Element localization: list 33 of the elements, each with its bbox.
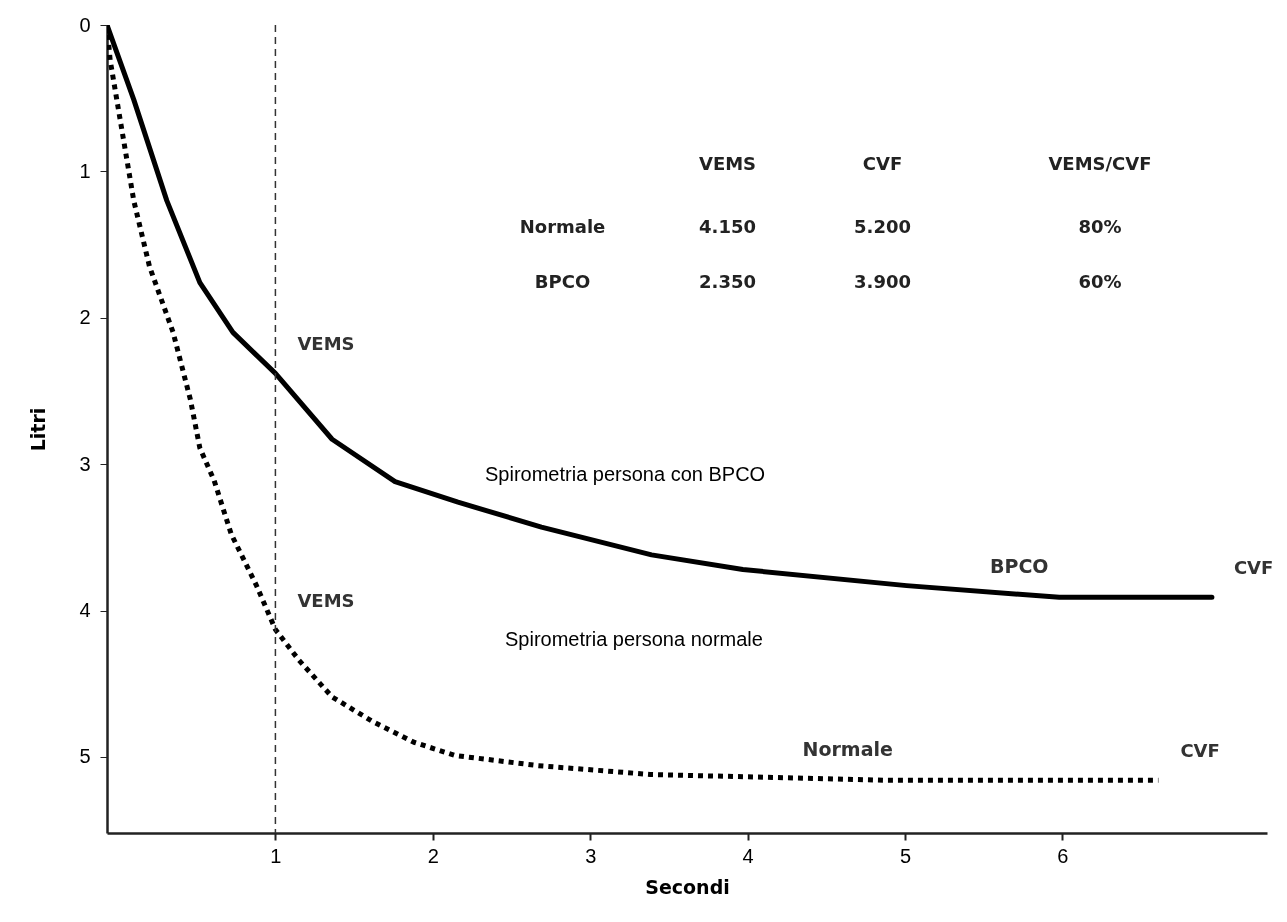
annotation: Spirometria persona con BPCO — [485, 463, 766, 485]
annotation: VEMS/CVF — [1048, 153, 1152, 174]
annotation: CVF — [862, 153, 903, 174]
y-tick-label: 3 — [79, 452, 91, 475]
x-axis-title: Secondi — [645, 875, 730, 898]
annotation: Spirometria persona normale — [505, 628, 763, 650]
annotation: 2.350 — [699, 270, 756, 292]
y-tick-label: 4 — [79, 599, 91, 622]
y-tick-label: 1 — [79, 159, 91, 182]
series-label: BPCO — [989, 555, 1049, 578]
annotation: 4.150 — [699, 215, 756, 237]
x-tick-label: 3 — [585, 844, 597, 867]
annotation: 3.900 — [854, 270, 911, 292]
series-label: Normale — [802, 738, 893, 761]
annotation: 60% — [1078, 270, 1122, 292]
x-tick-label: 2 — [427, 844, 439, 867]
annotation: BPCO — [534, 270, 591, 292]
x-tick-label: 1 — [270, 844, 282, 867]
y-tick-label: 2 — [79, 306, 91, 329]
y-tick-label: 0 — [79, 13, 91, 36]
x-tick-label: 6 — [1057, 844, 1069, 867]
annotation: VEMS — [698, 153, 757, 174]
x-tick-label: 4 — [742, 844, 754, 867]
y-axis-title: Litri — [27, 407, 50, 452]
y-tick-label: 5 — [79, 745, 91, 768]
annotation: CVF — [1233, 557, 1274, 579]
annotation: 80% — [1078, 215, 1122, 237]
annotation: CVF — [1180, 740, 1220, 762]
annotation: VEMS — [297, 589, 355, 611]
annotation: Normale — [519, 215, 606, 237]
annotation: 5.200 — [854, 215, 911, 237]
annotation: VEMS — [297, 333, 355, 355]
x-tick-label: 5 — [899, 844, 912, 867]
